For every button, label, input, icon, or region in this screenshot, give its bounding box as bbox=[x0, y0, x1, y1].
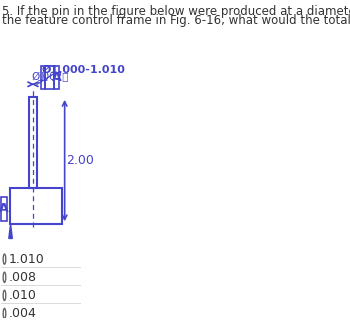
Bar bbox=[1, 197, 7, 221]
Text: A: A bbox=[52, 71, 61, 84]
Text: 5. If the pin in the figure below were produced at a diameter of 1.004 and toler: 5. If the pin in the figure below were p… bbox=[2, 5, 350, 18]
Text: .010: .010 bbox=[8, 289, 36, 302]
Text: ⊥: ⊥ bbox=[37, 71, 49, 84]
Text: 2.00: 2.00 bbox=[66, 154, 94, 167]
Text: .008: .008 bbox=[8, 271, 36, 284]
Bar bbox=[45, 66, 55, 89]
Text: Ø.002Ⓜ: Ø.002Ⓜ bbox=[31, 73, 69, 82]
Text: the feature control frame in Fig. 6-16, what would the total perpendicularity to: the feature control frame in Fig. 6-16, … bbox=[2, 14, 350, 27]
Text: 1.010: 1.010 bbox=[8, 253, 44, 266]
Text: .004: .004 bbox=[8, 307, 36, 320]
Bar bbox=[55, 66, 58, 89]
Polygon shape bbox=[9, 224, 12, 239]
Text: Ø1.000-1.010: Ø1.000-1.010 bbox=[42, 65, 125, 75]
Bar bbox=[41, 66, 45, 89]
Text: A: A bbox=[0, 203, 9, 215]
